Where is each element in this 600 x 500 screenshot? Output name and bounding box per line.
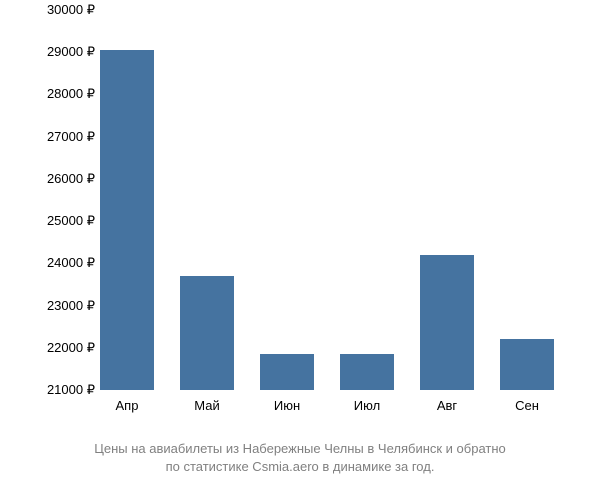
x-tick-label: Июл bbox=[327, 398, 407, 413]
y-axis: 21000 ₽22000 ₽23000 ₽24000 ₽25000 ₽26000… bbox=[20, 10, 95, 390]
y-tick-label: 21000 ₽ bbox=[20, 382, 95, 398]
y-tick-label: 22000 ₽ bbox=[20, 340, 95, 356]
x-tick-label: Авг bbox=[407, 398, 487, 413]
x-tick-label: Сен bbox=[487, 398, 567, 413]
caption-line-2: по статистике Csmia.aero в динамике за г… bbox=[0, 458, 600, 476]
bar bbox=[180, 276, 234, 390]
x-tick-label: Апр bbox=[87, 398, 167, 413]
y-tick-label: 30000 ₽ bbox=[20, 2, 95, 18]
x-tick-label: Июн bbox=[247, 398, 327, 413]
bar bbox=[340, 354, 394, 390]
y-tick-label: 26000 ₽ bbox=[20, 171, 95, 187]
y-tick-label: 24000 ₽ bbox=[20, 255, 95, 271]
y-tick-label: 29000 ₽ bbox=[20, 44, 95, 60]
x-axis: АпрМайИюнИюлАвгСен bbox=[100, 398, 580, 418]
y-tick-label: 25000 ₽ bbox=[20, 213, 95, 229]
plot-area bbox=[100, 10, 580, 390]
y-tick-label: 23000 ₽ bbox=[20, 298, 95, 314]
bar bbox=[420, 255, 474, 390]
y-tick-label: 28000 ₽ bbox=[20, 86, 95, 102]
y-tick-label: 27000 ₽ bbox=[20, 129, 95, 145]
bar bbox=[260, 354, 314, 390]
chart-container: 21000 ₽ 22000 ₽ 23000 ₽ 24000 ₽ 25000 ₽ 26000… bbox=[20, 10, 580, 430]
x-tick-label: Май bbox=[167, 398, 247, 413]
bar bbox=[500, 339, 554, 390]
caption-line-1: Цены на авиабилеты из Набережные Челны в… bbox=[0, 440, 600, 458]
bar bbox=[100, 50, 154, 390]
